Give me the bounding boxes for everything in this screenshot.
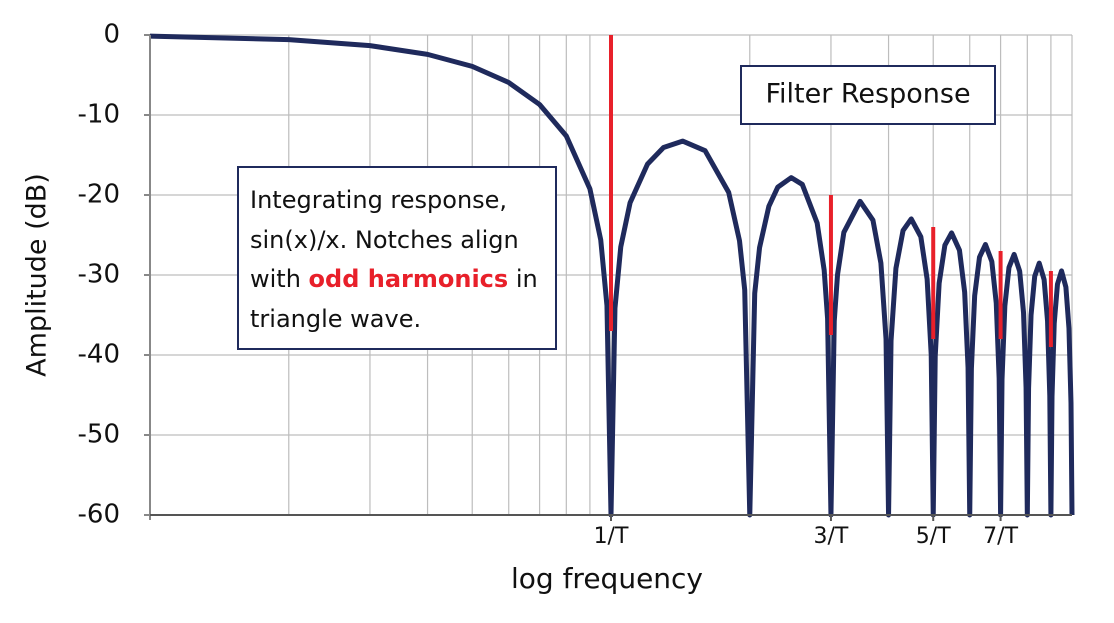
chart-title: Filter Response: [765, 79, 970, 110]
x-tick-label: 1/T: [594, 524, 629, 549]
note-line: triangle wave.: [250, 305, 421, 333]
response-curve: [149, 33, 1075, 518]
y-tick-label: -20: [78, 180, 120, 210]
note-line: sin(x)/x. Notches align: [250, 226, 519, 254]
y-axis-label: Amplitude (dB): [22, 173, 53, 377]
y-tick-label: -50: [78, 420, 120, 450]
y-tick-label: -40: [78, 340, 120, 370]
note-box: [237, 166, 557, 350]
x-tick-label-bg: [976, 517, 1025, 551]
y-tick-label: -30: [78, 260, 120, 290]
note-line: Integrating response,: [250, 186, 507, 214]
x-tick-label-bg: [806, 517, 855, 551]
y-tick-label: -60: [78, 500, 120, 530]
y-tick-label: 0: [103, 20, 120, 50]
note-text: in: [508, 265, 538, 293]
labels: -60 -50 -40 -30 -20 -10 0 1/T 3/T 5/T 7/T: [78, 20, 1025, 551]
x-tick-label-bg: [587, 517, 635, 551]
x-tick-label: 3/T: [814, 524, 849, 549]
note-text: with: [250, 265, 309, 293]
note-highlight: odd harmonics: [309, 265, 509, 293]
y-tick-label: -10: [78, 100, 120, 130]
x-tick-label-bg: [909, 517, 958, 551]
x-tick-label: 5/T: [916, 524, 951, 549]
x-axis-label: log frequency: [511, 562, 703, 595]
marks: [149, 33, 1075, 518]
title-box: [740, 65, 996, 125]
note-line: with odd harmonics in: [250, 265, 538, 293]
x-tick-label: 7/T: [983, 524, 1018, 549]
